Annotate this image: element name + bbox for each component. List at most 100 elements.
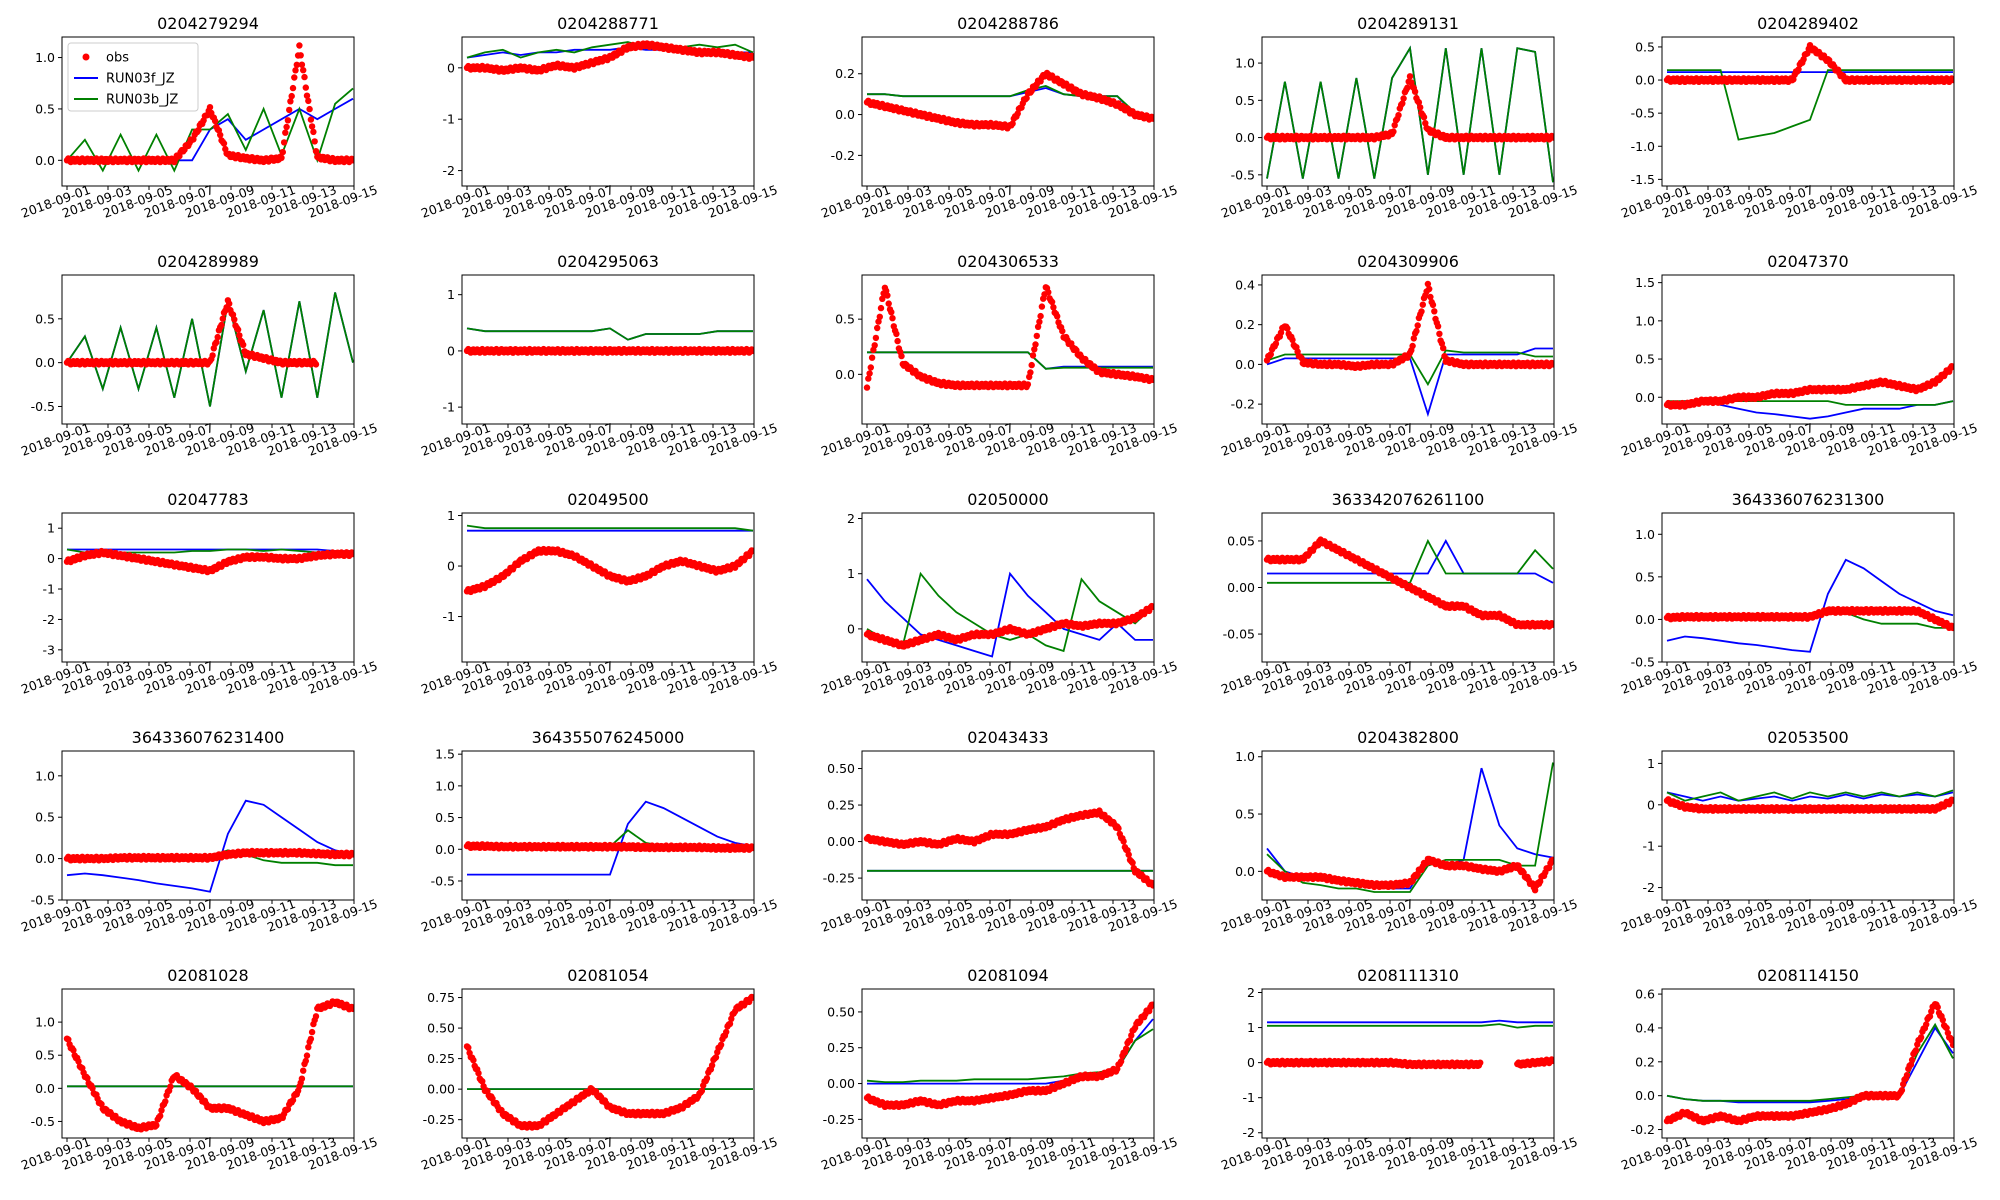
obs-point — [876, 313, 883, 320]
y-axis: -0.050.000.05 — [1223, 533, 1262, 642]
obs-point — [1033, 332, 1041, 340]
obs-point — [349, 157, 354, 164]
y-tick-label: -1 — [43, 582, 55, 597]
obs-point — [157, 1112, 164, 1120]
y-tick-label: -0.25 — [823, 871, 855, 886]
obs-point — [75, 1058, 82, 1065]
y-tick-label: 0.0 — [1635, 73, 1655, 88]
series-obs — [63, 998, 354, 1133]
y-axis: 0.00.5 — [835, 312, 862, 382]
obs-point — [1037, 312, 1044, 320]
subplot-0204309906: 0204309906-0.20.00.20.42018-09-012018-09… — [1219, 252, 1579, 459]
obs-point — [867, 364, 874, 371]
plot-area — [463, 40, 754, 75]
plot-area — [1663, 42, 1954, 141]
series-obs — [1663, 363, 1954, 410]
obs-point — [219, 315, 226, 322]
axes-frame — [1661, 750, 1955, 901]
y-tick-label: 0 — [447, 60, 455, 75]
obs-point — [1125, 851, 1132, 858]
y-axis: -0.50.00.51.0 — [1231, 56, 1262, 182]
series-RUN03f_JZ — [1666, 558, 1954, 653]
series-obs — [63, 847, 354, 864]
y-tick-label: 0 — [847, 621, 855, 636]
obs-point — [282, 129, 289, 136]
subplot-title: 02050000 — [967, 490, 1048, 509]
series-obs — [863, 807, 1154, 889]
x-axis: 2018-09-012018-09-032018-09-052018-09-07… — [1219, 182, 1579, 221]
obs-point — [889, 315, 896, 322]
obs-point — [217, 131, 224, 139]
obs-point — [1054, 313, 1061, 320]
y-tick-label: 1.5 — [435, 747, 455, 762]
obs-point — [1949, 624, 1954, 632]
obs-point — [1400, 95, 1407, 102]
y-tick-label: -0.05 — [1223, 627, 1255, 642]
y-tick-label: 1.0 — [1235, 749, 1255, 764]
obs-point — [1429, 301, 1437, 309]
subplot-0204295063: 0204295063-1012018-09-012018-09-032018-0… — [419, 252, 779, 459]
obs-point — [1267, 351, 1275, 358]
x-axis: 2018-09-012018-09-032018-09-052018-09-07… — [1219, 896, 1579, 935]
subplot-title: 02049500 — [567, 490, 648, 509]
x-axis: 2018-09-012018-09-032018-09-052018-09-07… — [1219, 420, 1579, 459]
axes-frame — [1661, 512, 1955, 663]
obs-point — [302, 84, 309, 91]
series-obs — [1663, 605, 1954, 632]
series-RUN03b_JZ — [66, 87, 354, 173]
obs-point — [1434, 323, 1442, 330]
obs-point — [226, 300, 233, 307]
y-tick-label: 0.00 — [827, 834, 855, 849]
obs-point — [167, 1083, 174, 1090]
y-axis: -3-2-101 — [43, 521, 62, 657]
subplot-02047783: 02047783-3-2-1012018-09-012018-09-032018… — [19, 490, 379, 697]
subplot-title: 0204306533 — [957, 252, 1059, 271]
subplot-title: 364336076231400 — [132, 728, 285, 747]
axes-frame — [61, 750, 355, 901]
obs-point — [293, 61, 300, 68]
series-RUN03f_JZ — [866, 571, 1153, 658]
subplot-0204289402: 0204289402-1.5-1.0-0.50.00.52018-09-0120… — [1619, 14, 1979, 221]
y-axis: -101 — [443, 287, 462, 415]
axes-frame — [461, 750, 755, 901]
series-obs — [463, 40, 754, 75]
series-RUN03f_JZ — [67, 548, 353, 552]
subplot-title: 364336076231300 — [1732, 490, 1885, 509]
y-tick-label: -3 — [43, 642, 55, 657]
obs-point — [1029, 352, 1037, 359]
obs-point — [863, 384, 871, 391]
subplot-title: 02047370 — [1767, 252, 1848, 271]
obs-point — [894, 337, 901, 345]
y-tick-label: 0.2 — [1235, 317, 1255, 332]
y-axis: 0.00.51.0 — [1235, 749, 1262, 879]
obs-point — [1050, 304, 1057, 311]
obs-point — [1427, 293, 1434, 301]
y-tick-label: 0.5 — [35, 810, 55, 825]
subplot-02047370: 020473700.00.51.01.52018-09-012018-09-03… — [1619, 252, 1979, 459]
series-RUN03b_JZ — [867, 351, 1153, 370]
obs-point — [1014, 110, 1021, 117]
y-tick-label: -0.2 — [1231, 397, 1255, 412]
obs-point — [1409, 342, 1416, 350]
subplot-364336076231400: 364336076231400-0.50.00.51.02018-09-0120… — [19, 728, 379, 935]
plot-area — [63, 42, 354, 173]
obs-point — [888, 309, 895, 316]
series-obs — [1263, 855, 1554, 894]
subplot-0204279294: 02042792940.00.51.02018-09-012018-09-032… — [19, 14, 379, 221]
obs-point — [292, 67, 299, 74]
plot-area — [63, 292, 354, 407]
y-tick-label: -0.5 — [1231, 167, 1255, 182]
y-axis: 0.00.51.01.5 — [1635, 275, 1662, 405]
subplot-title: 0204289989 — [157, 252, 259, 271]
obs-point — [1027, 369, 1034, 376]
obs-point — [1024, 381, 1032, 388]
series-RUN03b_JZ — [66, 292, 354, 407]
obs-point — [1949, 76, 1954, 84]
y-tick-label: 0.5 — [1235, 807, 1255, 822]
plot-area — [63, 998, 354, 1133]
y-tick-label: 1 — [1647, 756, 1655, 771]
y-tick-label: 0 — [447, 343, 455, 358]
obs-point — [1059, 327, 1066, 335]
obs-point — [305, 97, 312, 105]
